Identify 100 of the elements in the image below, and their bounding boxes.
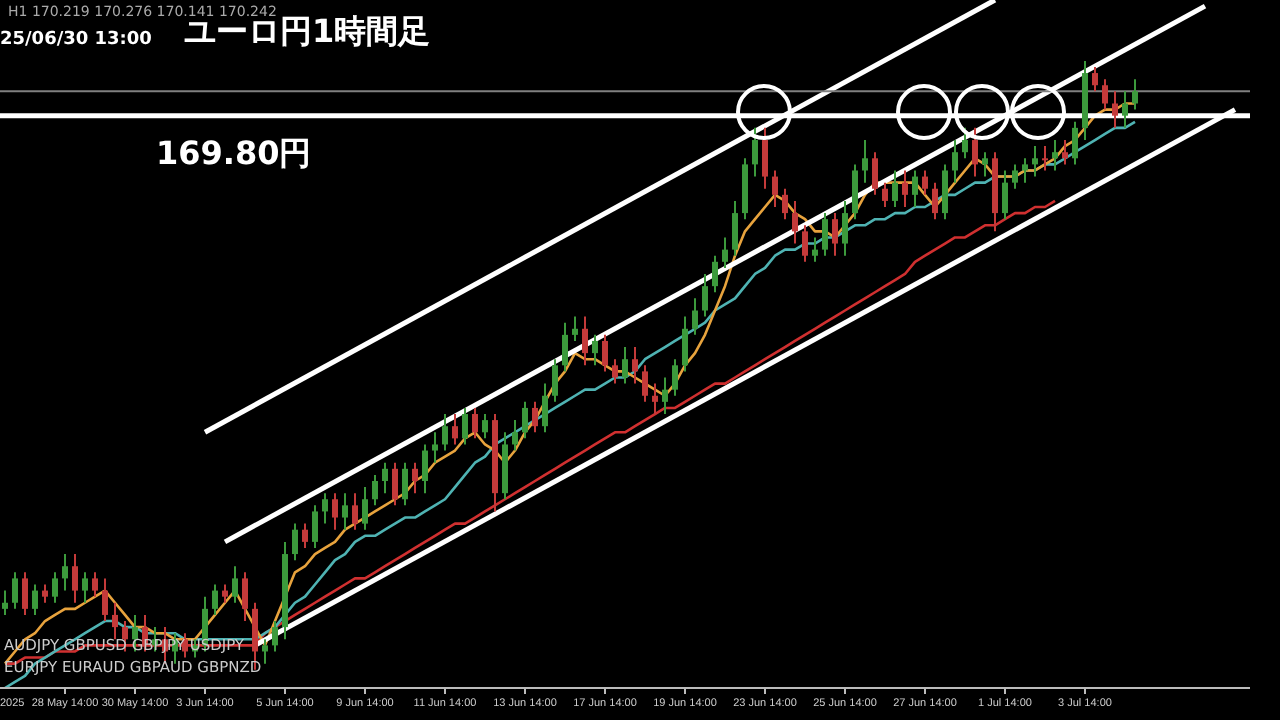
candlestick xyxy=(802,224,808,263)
candlestick xyxy=(542,382,548,434)
candlestick xyxy=(292,522,298,562)
candlestick xyxy=(1112,90,1118,129)
candlestick xyxy=(1072,120,1078,166)
candlestick xyxy=(612,358,618,385)
candlestick xyxy=(602,333,608,373)
candlestick xyxy=(1022,157,1028,184)
candlestick xyxy=(362,486,368,531)
candlestick xyxy=(352,492,358,531)
candlestick xyxy=(912,169,918,209)
candlestick xyxy=(412,461,418,495)
candlestick xyxy=(592,333,598,367)
candlestick xyxy=(512,419,518,452)
candlestick xyxy=(42,583,48,604)
candlestick xyxy=(342,492,348,531)
candlestick xyxy=(872,151,878,196)
candlestick xyxy=(422,443,428,495)
candlestick xyxy=(952,139,958,184)
candlestick xyxy=(1012,163,1018,190)
candlestick xyxy=(1042,145,1048,172)
candlestick xyxy=(642,364,648,403)
candlestick xyxy=(102,577,108,623)
candlestick xyxy=(522,400,528,440)
text: 25/06/30 13:00 xyxy=(0,30,152,50)
candlestick xyxy=(822,212,828,257)
candlestick xyxy=(962,126,968,160)
candlestick xyxy=(892,169,898,209)
candlestick xyxy=(62,553,68,592)
candlestick xyxy=(622,346,628,385)
candlestick xyxy=(462,406,468,446)
candlestick xyxy=(582,315,588,367)
candlestick xyxy=(402,461,408,507)
candlestick xyxy=(832,212,838,257)
candlestick xyxy=(552,358,558,403)
ref-line-label: 169.80円 xyxy=(156,133,312,172)
candlestick xyxy=(372,473,378,507)
candlestick xyxy=(572,315,578,342)
candlestick xyxy=(1002,169,1008,221)
candlestick xyxy=(332,492,338,531)
candlestick xyxy=(32,583,38,616)
candlestick xyxy=(92,571,98,598)
candlestick xyxy=(702,272,708,318)
candlestick xyxy=(112,601,118,641)
candlestick xyxy=(222,583,228,604)
candlestick xyxy=(82,571,88,604)
candlestick xyxy=(472,406,478,440)
candlestick xyxy=(632,346,638,385)
candlestick xyxy=(712,254,718,294)
candlestick xyxy=(72,553,78,604)
candlestick xyxy=(482,413,488,440)
candlestick xyxy=(722,236,728,269)
candlestick xyxy=(1132,78,1138,111)
candlestick xyxy=(1122,90,1128,129)
candlestick xyxy=(1032,145,1038,178)
candlestick xyxy=(922,169,928,196)
candlestick xyxy=(972,126,978,178)
candlestick xyxy=(262,638,268,665)
candlestick xyxy=(22,571,28,616)
candlestick xyxy=(932,181,938,221)
candlestick xyxy=(1092,65,1098,93)
candlestick xyxy=(272,620,278,653)
candlestick xyxy=(1102,78,1108,111)
candlestick xyxy=(852,163,858,221)
candlestick xyxy=(792,199,798,245)
candlestick xyxy=(662,376,668,416)
candlestick xyxy=(1062,139,1068,166)
candlestick xyxy=(232,565,238,604)
candlestick xyxy=(12,571,18,610)
candlestick xyxy=(752,126,758,178)
candlestick xyxy=(392,461,398,507)
candlestick xyxy=(982,151,988,178)
candlestick xyxy=(682,315,688,373)
candlestick xyxy=(302,522,308,549)
candlestick xyxy=(432,431,438,464)
candlestick xyxy=(942,163,948,221)
candlestick xyxy=(1052,139,1058,172)
candlestick xyxy=(382,461,388,495)
candlestick xyxy=(452,413,458,446)
candlestick xyxy=(532,400,538,434)
candlestick xyxy=(782,187,788,221)
candlestick xyxy=(672,358,678,397)
candlestick xyxy=(902,169,908,209)
candlestick xyxy=(692,297,698,336)
candlestick xyxy=(312,504,318,549)
candlestick xyxy=(562,321,568,373)
candlestick xyxy=(842,199,848,257)
candlestick xyxy=(862,139,868,184)
candlestick xyxy=(212,583,218,616)
candlestick xyxy=(52,571,58,604)
candlestick xyxy=(762,126,768,190)
candlestick xyxy=(772,169,778,209)
candlestick xyxy=(2,589,8,616)
candlestick xyxy=(882,181,888,209)
candlestick xyxy=(442,413,448,452)
candlestick xyxy=(322,492,328,525)
candlestick xyxy=(652,382,658,416)
candlestick xyxy=(732,199,738,257)
candlestick xyxy=(242,571,248,623)
candlestick xyxy=(812,236,818,263)
